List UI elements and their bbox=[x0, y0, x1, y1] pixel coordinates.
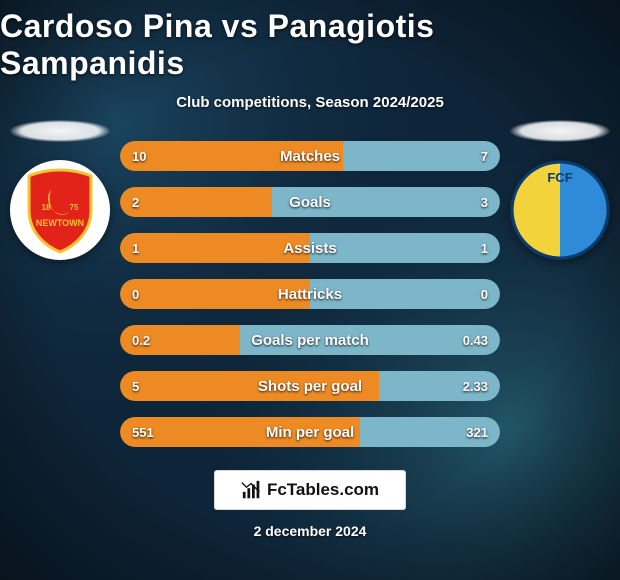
stat-row: 2 Goals 3 bbox=[120, 187, 500, 217]
stat-row: 0.2 Goals per match 0.43 bbox=[120, 325, 500, 355]
stat-bar-left bbox=[120, 371, 379, 401]
stat-bar-left bbox=[120, 279, 310, 309]
stat-row: 551 Min per goal 321 bbox=[120, 417, 500, 447]
branding-badge: FcTables.com bbox=[215, 471, 405, 509]
stat-row: 5 Shots per goal 2.33 bbox=[120, 371, 500, 401]
stat-bar-right bbox=[272, 187, 500, 217]
spotlight-ellipse bbox=[10, 120, 110, 142]
stat-bar-left bbox=[120, 187, 272, 217]
page-title: Cardoso Pina vs Panagiotis Sampanidis bbox=[0, 8, 620, 82]
svg-text:NEWTOWN: NEWTOWN bbox=[36, 218, 84, 228]
svg-text:75: 75 bbox=[70, 203, 79, 212]
stat-row: 0 Hattricks 0 bbox=[120, 279, 500, 309]
stat-bar-right bbox=[310, 233, 500, 263]
stat-bar-left bbox=[120, 141, 343, 171]
stat-row: 10 Matches 7 bbox=[120, 141, 500, 171]
stat-bar-right bbox=[240, 325, 500, 355]
stat-bar-right bbox=[360, 417, 500, 447]
spotlight-ellipse bbox=[510, 120, 610, 142]
svg-text:FCF: FCF bbox=[547, 170, 572, 185]
branding-text: FcTables.com bbox=[267, 480, 379, 500]
stat-row: 1 Assists 1 bbox=[120, 233, 500, 263]
stat-bar-left bbox=[120, 233, 310, 263]
stat-bar-left bbox=[120, 417, 360, 447]
stat-bar-right bbox=[343, 141, 500, 171]
team-left: NEWTOWN 18 75 bbox=[10, 120, 110, 260]
team-right: FCF bbox=[510, 120, 610, 260]
bar-chart-icon bbox=[241, 479, 263, 501]
stat-bar-right bbox=[379, 371, 500, 401]
date-text: 2 december 2024 bbox=[254, 523, 367, 539]
svg-text:18: 18 bbox=[42, 203, 51, 212]
stats-list: 10 Matches 7 2 Goals 3 1 Assists 1 0 Hat… bbox=[120, 141, 500, 447]
stat-bar-right bbox=[310, 279, 500, 309]
stat-bar-left bbox=[120, 325, 240, 355]
team-left-crest: NEWTOWN 18 75 bbox=[10, 160, 110, 260]
subtitle: Club competitions, Season 2024/2025 bbox=[176, 94, 444, 111]
team-right-crest: FCF bbox=[510, 160, 610, 260]
